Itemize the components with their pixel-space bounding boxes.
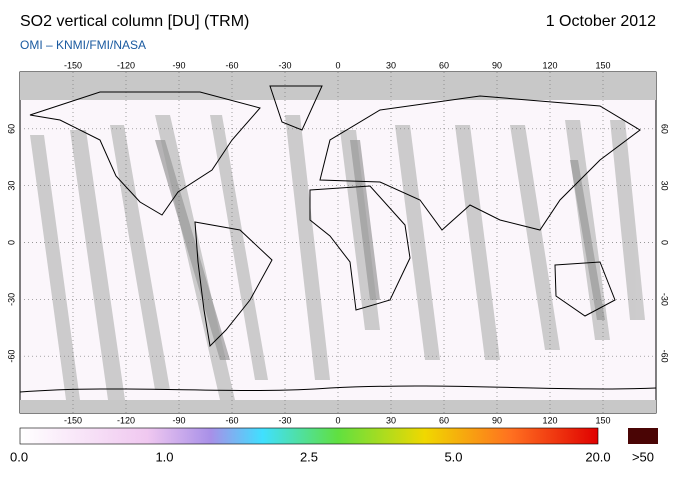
- title: SO2 vertical column [DU] (TRM): [20, 13, 249, 30]
- lon-tick-label-top: -60: [225, 60, 238, 70]
- lon-tick-label-top: 90: [492, 60, 502, 70]
- lon-tick-label-bottom: -30: [278, 415, 291, 425]
- lat-tick-label-left: -30: [6, 293, 16, 306]
- date: 1 October 2012: [546, 13, 656, 30]
- lat-tick-label-right: 60: [660, 124, 670, 134]
- colorbar-overflow-label: >50: [632, 449, 654, 464]
- lat-tick-label-left: 0: [6, 240, 16, 245]
- lon-tick-label-bottom: 60: [439, 415, 449, 425]
- lon-tick-label-bottom: 0: [335, 415, 340, 425]
- colorbar: [19, 427, 599, 445]
- colorbar-label: 20.0: [585, 449, 610, 464]
- polar-night-south: [20, 400, 656, 413]
- lon-tick-label-top: -120: [117, 60, 135, 70]
- lon-tick-label-top: -30: [278, 60, 291, 70]
- lon-tick-label-top: -90: [172, 60, 185, 70]
- lon-tick-label-bottom: 90: [492, 415, 502, 425]
- colorbar-label: 0.0: [10, 449, 28, 464]
- lon-tick-label-top: 150: [595, 60, 610, 70]
- lon-tick-label-bottom: -60: [225, 415, 238, 425]
- colorbar-label: 5.0: [444, 449, 462, 464]
- lon-tick-label-top: 0: [335, 60, 340, 70]
- lon-tick-label-bottom: -90: [172, 415, 185, 425]
- lon-tick-label-top: 120: [542, 60, 557, 70]
- lon-tick-label-bottom: -150: [64, 415, 82, 425]
- lon-tick-label-bottom: 30: [386, 415, 396, 425]
- lon-tick-label-bottom: 150: [595, 415, 610, 425]
- lon-tick-label-top: 30: [386, 60, 396, 70]
- lat-tick-label-right: -30: [660, 293, 670, 306]
- colorbar-label: 1.0: [155, 449, 173, 464]
- subtitle: OMI – KNMI/FMI/NASA: [20, 38, 146, 52]
- lat-tick-label-right: 30: [660, 181, 670, 191]
- map: [19, 71, 657, 414]
- colorbar-overflow: [628, 428, 658, 444]
- colorbar-label: 2.5: [300, 449, 318, 464]
- lat-tick-label-right: -60: [660, 350, 670, 363]
- lat-tick-label-left: 30: [6, 181, 16, 191]
- lon-tick-label-top: 60: [439, 60, 449, 70]
- lat-tick-label-left: -60: [6, 350, 16, 363]
- lon-tick-label-top: -150: [64, 60, 82, 70]
- lat-tick-label-left: 60: [6, 124, 16, 134]
- lon-tick-label-bottom: -120: [117, 415, 135, 425]
- coastlines: [19, 85, 657, 393]
- lon-tick-label-bottom: 120: [542, 415, 557, 425]
- lat-tick-label-right: 0: [660, 240, 670, 245]
- dark-swaths: [155, 140, 605, 360]
